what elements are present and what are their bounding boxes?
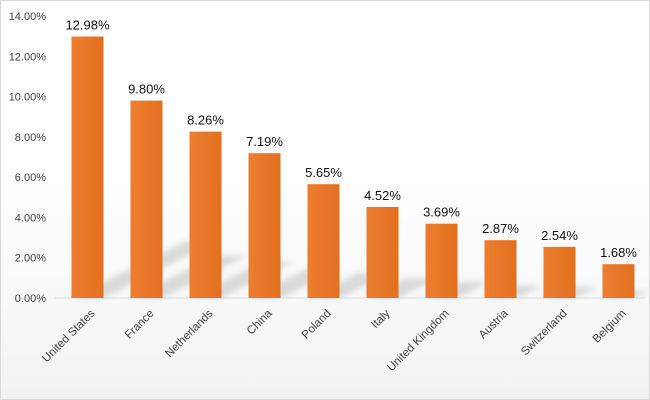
bar [189,131,222,298]
bar [307,184,340,298]
category-label: Italy [369,307,393,331]
bar [366,206,399,298]
y-tick-label: 0.00% [15,293,46,305]
category-label: United Kingdom [385,308,451,374]
bar [71,36,104,298]
category-labels: United States France Netherlands China Polan… [40,307,628,374]
y-tick-label: 10.00% [9,92,47,104]
y-tick-label: 6.00% [15,172,46,184]
category-label: Switzerland [519,308,570,359]
y-tick-label: 12.00% [9,51,47,63]
data-label: 8.26% [187,113,224,128]
y-tick-label: 4.00% [15,212,46,224]
bar [425,223,458,298]
category-label: China [245,307,275,337]
y-tick-label: 8.00% [15,132,46,144]
data-label: 2.87% [482,221,519,236]
bar [543,246,576,298]
data-label: 12.98% [65,18,110,33]
category-label: Poland [300,308,334,342]
bar [130,100,163,298]
data-label: 9.80% [128,82,165,97]
y-axis-ticks: 0.00% 2.00% 4.00% 6.00% 8.00% 10.00% 12.00% 14.… [9,11,47,305]
y-tick-label: 14.00% [9,11,47,23]
data-label: 4.52% [364,188,401,203]
bar [248,153,281,298]
category-label: Belgium [591,308,629,346]
category-label: Netherlands [163,307,216,360]
category-label: France [123,308,157,342]
data-labels: 12.98% 9.80% 8.26% 7.19% 5.65% 4.52% 3.69% 2.87… [65,18,637,261]
data-label: 2.54% [541,228,578,243]
data-label: 3.69% [423,205,460,220]
category-label: United States [40,307,97,364]
data-label: 7.19% [246,134,283,149]
bar [602,264,635,298]
bars [71,36,635,298]
data-label: 5.65% [305,165,342,180]
bar [484,240,517,298]
y-tick-label: 2.00% [15,253,46,265]
data-label: 1.68% [600,245,637,260]
category-label: Austria [477,307,511,341]
